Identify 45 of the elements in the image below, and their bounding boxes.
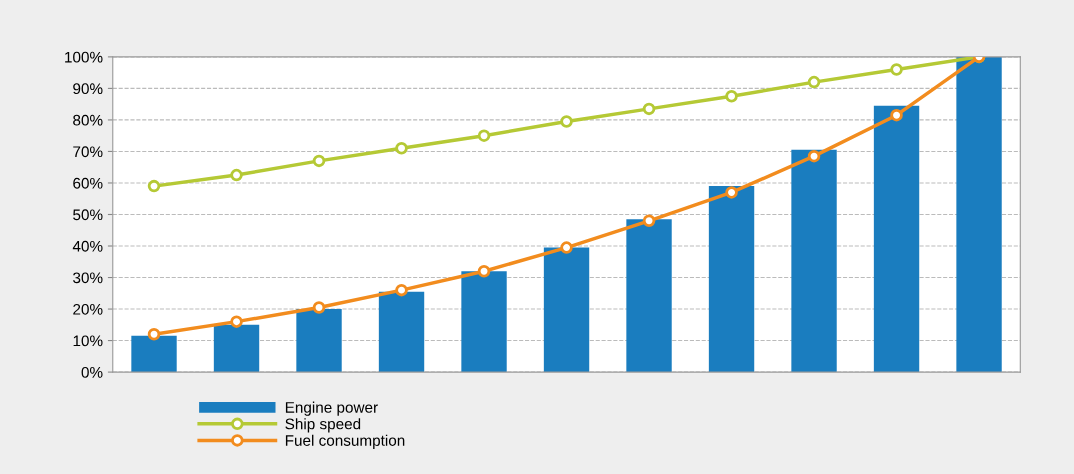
point bbox=[642, 102, 656, 116]
bar bbox=[131, 335, 177, 373]
point bbox=[230, 315, 243, 328]
y-tick-label: 90% bbox=[73, 83, 103, 95]
y-tick-label: 40% bbox=[72, 240, 103, 252]
y-tick-label: 30% bbox=[73, 272, 103, 284]
point bbox=[395, 142, 408, 155]
bar bbox=[626, 219, 672, 373]
point bbox=[890, 108, 903, 122]
bar bbox=[213, 324, 260, 373]
y-tick-label: 10% bbox=[73, 335, 103, 347]
y-tick-label: 0% bbox=[81, 366, 103, 378]
point bbox=[312, 154, 326, 168]
point bbox=[725, 90, 738, 103]
point bbox=[230, 168, 243, 182]
y-tick-label: 100% bbox=[65, 51, 103, 63]
point bbox=[395, 283, 408, 297]
y-tick-label: 50% bbox=[73, 209, 103, 221]
point bbox=[807, 75, 821, 89]
legend-label: Engine power bbox=[285, 401, 378, 416]
legend-label: Ship speed bbox=[285, 418, 361, 433]
point bbox=[147, 328, 161, 341]
legend-label: Fuel consumption bbox=[285, 434, 405, 449]
point bbox=[312, 301, 326, 314]
point bbox=[725, 186, 738, 199]
bar bbox=[873, 105, 920, 373]
y-tick-label: 60% bbox=[73, 177, 103, 189]
point bbox=[477, 129, 491, 142]
bar bbox=[956, 56, 1002, 373]
bar bbox=[461, 271, 507, 373]
bar bbox=[791, 149, 837, 373]
y-tick-label: 70% bbox=[73, 146, 103, 158]
point bbox=[642, 214, 656, 228]
point bbox=[807, 149, 821, 163]
point bbox=[477, 264, 491, 278]
bar bbox=[543, 247, 590, 373]
bar bbox=[708, 186, 755, 373]
point bbox=[890, 63, 903, 76]
bar bbox=[296, 309, 342, 373]
y-tick-label: 20% bbox=[73, 303, 103, 315]
point bbox=[560, 241, 573, 254]
bar bbox=[378, 291, 425, 373]
y-tick-label: 80% bbox=[73, 114, 103, 126]
point bbox=[560, 115, 573, 128]
point bbox=[147, 179, 161, 193]
